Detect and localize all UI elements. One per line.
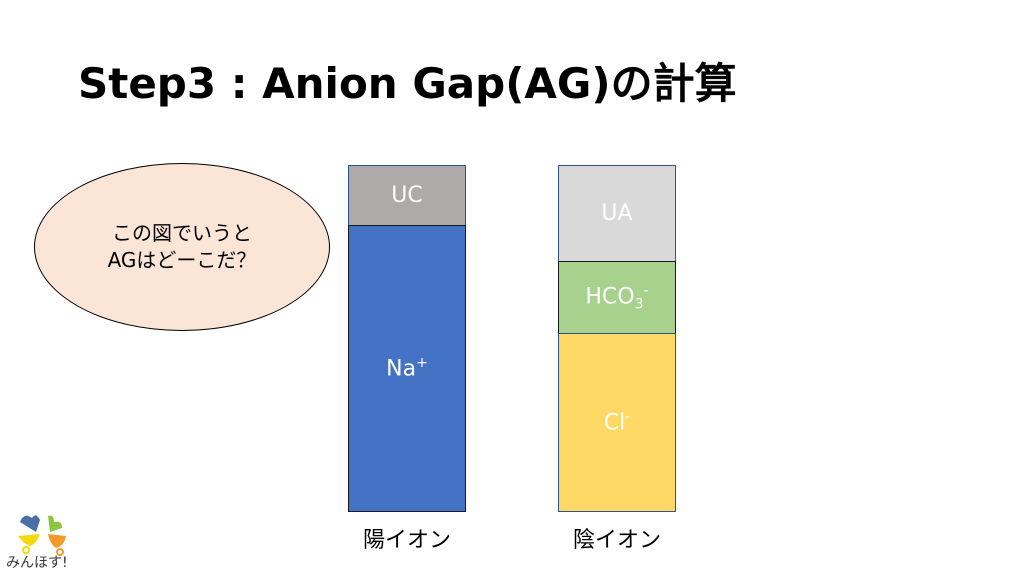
uc-segment: UC (348, 165, 466, 226)
ua-segment: UA (558, 165, 676, 262)
minhosu-logo: みんほす! (6, 508, 80, 574)
bubble-line-2: AGはどーこだ？ (107, 248, 257, 272)
cl-label: Cl- (603, 409, 631, 436)
na-label: Na+ (386, 355, 428, 382)
logo-mark-icon (18, 515, 66, 556)
uc-label: UC (391, 183, 423, 208)
cl-segment: Cl- (558, 333, 676, 512)
hco3-label: HCO3- (585, 282, 649, 313)
ua-label: UA (601, 201, 633, 226)
logo-text: みんほす! (6, 555, 68, 571)
cation-caption: 陽イオン (362, 528, 451, 553)
question-bubble: この図でいうと AGはどーこだ？ (34, 163, 330, 331)
na-segment: Na+ (348, 225, 466, 512)
hco3-segment: HCO3- (558, 261, 676, 334)
bubble-line-1: この図でいうと (112, 221, 252, 245)
slide-title: Step3 : Anion Gap(AG)の計算 (78, 59, 737, 108)
anion-caption: 陰イオン (572, 528, 661, 553)
